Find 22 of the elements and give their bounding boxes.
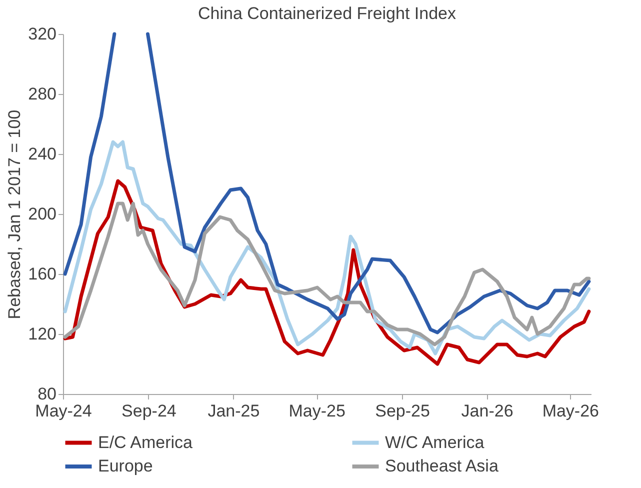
y-tick-label: 80 (38, 384, 56, 404)
x-tick-label: May-26 (542, 402, 599, 420)
legend-label: Europe (98, 456, 153, 476)
y-tick-label: 280 (28, 84, 56, 104)
legend-label: W/C America (385, 432, 485, 452)
line-series (63, 179, 591, 366)
y-axis-title: Rebased, Jan 1 2017 = 100 (5, 110, 24, 320)
x-tick-label: Sep-24 (122, 402, 176, 420)
x-tick-label: Jan-25 (208, 402, 260, 420)
chart-title: China Containerized Freight Index (198, 4, 456, 23)
x-tick-label: Jan-26 (461, 402, 514, 420)
y-tick-label: 240 (28, 144, 56, 164)
y-tick-label: 160 (28, 264, 56, 284)
line-series (63, 140, 591, 356)
y-tick-label: 120 (28, 324, 56, 344)
x-tick-label: May-25 (288, 402, 346, 420)
legend-label: Southeast Asia (385, 456, 499, 476)
y-tick-label: 320 (28, 24, 56, 44)
y-tick-label: 200 (28, 204, 56, 224)
x-tick-label: May-24 (35, 402, 92, 420)
legend-label: E/C America (98, 432, 194, 452)
x-tick-label: Sep-25 (375, 402, 430, 420)
